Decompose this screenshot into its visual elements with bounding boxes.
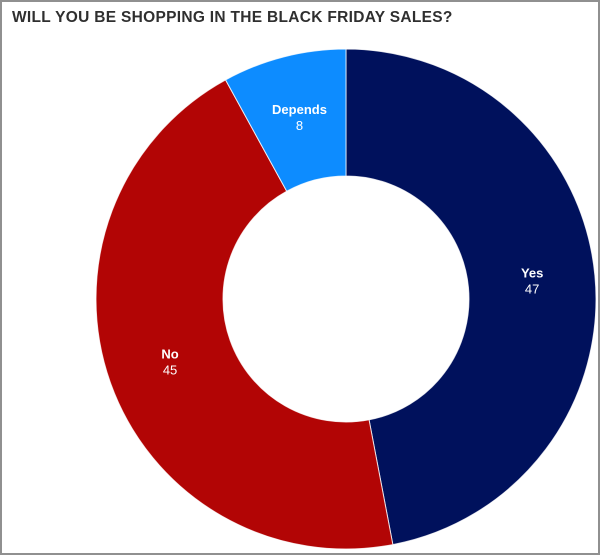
slice-label-no: No: [161, 346, 178, 361]
donut-slice-depends[interactable]: [225, 48, 347, 192]
slice-value-yes: 47: [525, 281, 539, 296]
slice-label-depends: Depends: [272, 102, 327, 117]
slice-label-yes: Yes: [521, 265, 543, 280]
chart-title: WILL YOU BE SHOPPING IN THE BLACK FRIDAY…: [12, 9, 453, 26]
slice-value-no: 45: [163, 362, 177, 377]
donut-slice-no[interactable]: [95, 79, 394, 550]
donut-slice-yes[interactable]: [345, 48, 597, 546]
slice-value-depends: 8: [296, 118, 303, 133]
